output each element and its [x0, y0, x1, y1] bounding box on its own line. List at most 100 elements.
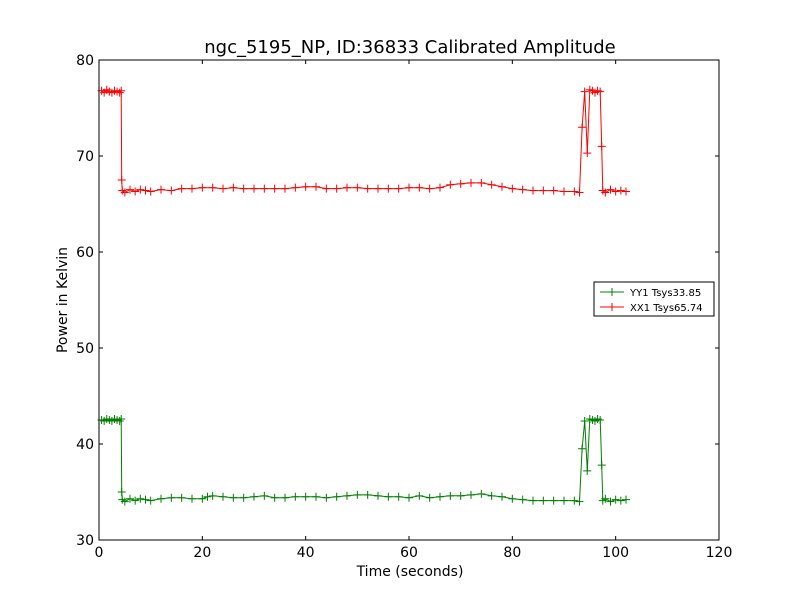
- series-1-point: [487, 180, 496, 189]
- series-1-point: [529, 186, 537, 195]
- series-0-point: [260, 491, 269, 500]
- series-0-point: [622, 495, 630, 504]
- series-1-point: [611, 187, 620, 196]
- y-tick-label: 40: [76, 437, 94, 453]
- series-1-point: [508, 184, 517, 193]
- series-0-point: [580, 416, 589, 425]
- series-0-point: [157, 494, 165, 503]
- series-1-point: [580, 87, 589, 96]
- x-tick-label: 40: [297, 545, 315, 561]
- series-0-point: [518, 495, 527, 504]
- series-0-point: [141, 495, 150, 504]
- legend: YY1 Tsys33.85 XX1 Tsys65.74: [593, 281, 715, 317]
- series-0-point: [611, 495, 620, 504]
- series-1-point: [141, 186, 150, 195]
- legend-swatch-marker: [608, 288, 616, 296]
- series-0-point: [126, 494, 134, 503]
- series-0-point: [117, 415, 126, 424]
- series-1-point: [622, 187, 630, 196]
- x-tick-label: 60: [400, 545, 418, 561]
- series-0-point: [131, 496, 140, 505]
- series-0-point: [374, 491, 382, 500]
- y-tick-label: 70: [76, 149, 94, 165]
- series-0-point: [477, 489, 486, 498]
- series-1-point: [560, 187, 568, 196]
- series-1-point: [146, 187, 155, 196]
- series-1-point: [616, 186, 625, 195]
- series-0-point: [188, 494, 196, 503]
- series-1-point: [498, 182, 506, 191]
- series-0-point: [575, 497, 584, 506]
- series-1: [97, 85, 630, 197]
- series-1-point: [250, 184, 258, 193]
- chart-title: ngc_5195_NP, ID:36833 Calibrated Amplitu…: [204, 37, 616, 58]
- series-0-point: [198, 494, 207, 503]
- legend-label: YY1 Tsys33.85: [629, 288, 701, 299]
- series-0-point: [583, 466, 592, 475]
- series-0-point: [549, 496, 558, 505]
- legend-box: [593, 281, 715, 317]
- series-1-point: [120, 188, 129, 197]
- x-tick-label: 80: [503, 545, 521, 561]
- series-1-point: [446, 180, 455, 189]
- series-1-point: [322, 184, 331, 193]
- series-1-point: [363, 184, 372, 193]
- series-0-point: [203, 492, 212, 501]
- series-0-point: [136, 494, 145, 503]
- series-0-point: [120, 497, 129, 506]
- series-1-point: [126, 185, 134, 194]
- series-1-point: [219, 184, 227, 193]
- series-0-point: [425, 493, 434, 502]
- series-1-point: [136, 185, 145, 194]
- series-0-point: [436, 492, 444, 501]
- series-0-point: [597, 461, 606, 470]
- plot-series-group: [97, 85, 630, 506]
- series-1-point: [167, 186, 176, 195]
- series-1-point: [117, 176, 126, 184]
- series-0-point: [456, 491, 465, 500]
- series-1-point: [384, 184, 393, 193]
- series-1-point: [467, 178, 475, 187]
- series-1-point: [425, 184, 434, 193]
- series-1-point: [456, 179, 465, 188]
- x-tick-label: 120: [706, 545, 733, 561]
- series-1-point: [601, 188, 610, 197]
- series-1-point: [291, 183, 300, 192]
- series-0-point: [208, 491, 217, 500]
- y-tick-label: 80: [76, 53, 94, 69]
- series-0: [97, 415, 630, 506]
- series-0-point: [301, 492, 310, 501]
- series-1-point: [436, 183, 444, 192]
- series-1-point: [208, 183, 217, 192]
- series-1-point: [583, 149, 592, 158]
- series-1-point: [229, 183, 238, 192]
- y-tick-label: 60: [76, 245, 94, 261]
- series-1-point: [343, 183, 351, 192]
- series-0-point: [578, 444, 587, 453]
- series-0-point: [353, 490, 362, 499]
- series-1-point: [606, 185, 615, 194]
- series-0-point: [291, 492, 300, 501]
- series-1-point: [260, 184, 269, 193]
- series-0-point: [394, 492, 403, 501]
- series-1-point: [518, 185, 527, 194]
- series-0-point: [384, 492, 393, 501]
- series-1-point: [353, 183, 362, 192]
- series-1-point: [374, 184, 382, 193]
- series-1-point: [597, 142, 606, 151]
- series-0-point: [281, 493, 289, 502]
- series-0-point: [167, 493, 176, 502]
- series-1-point: [415, 183, 424, 192]
- y-tick-label: 30: [76, 533, 94, 549]
- series-0-point: [332, 492, 341, 501]
- series-0-point: [606, 497, 615, 506]
- series-1-point: [270, 184, 279, 193]
- x-tick-label: 0: [95, 545, 104, 561]
- series-1-point: [477, 178, 486, 187]
- series-0-point: [446, 491, 455, 500]
- series-0-point: [146, 496, 155, 505]
- series-0-point: [312, 492, 320, 501]
- series-1-point: [312, 182, 320, 191]
- series-0-point: [539, 496, 548, 505]
